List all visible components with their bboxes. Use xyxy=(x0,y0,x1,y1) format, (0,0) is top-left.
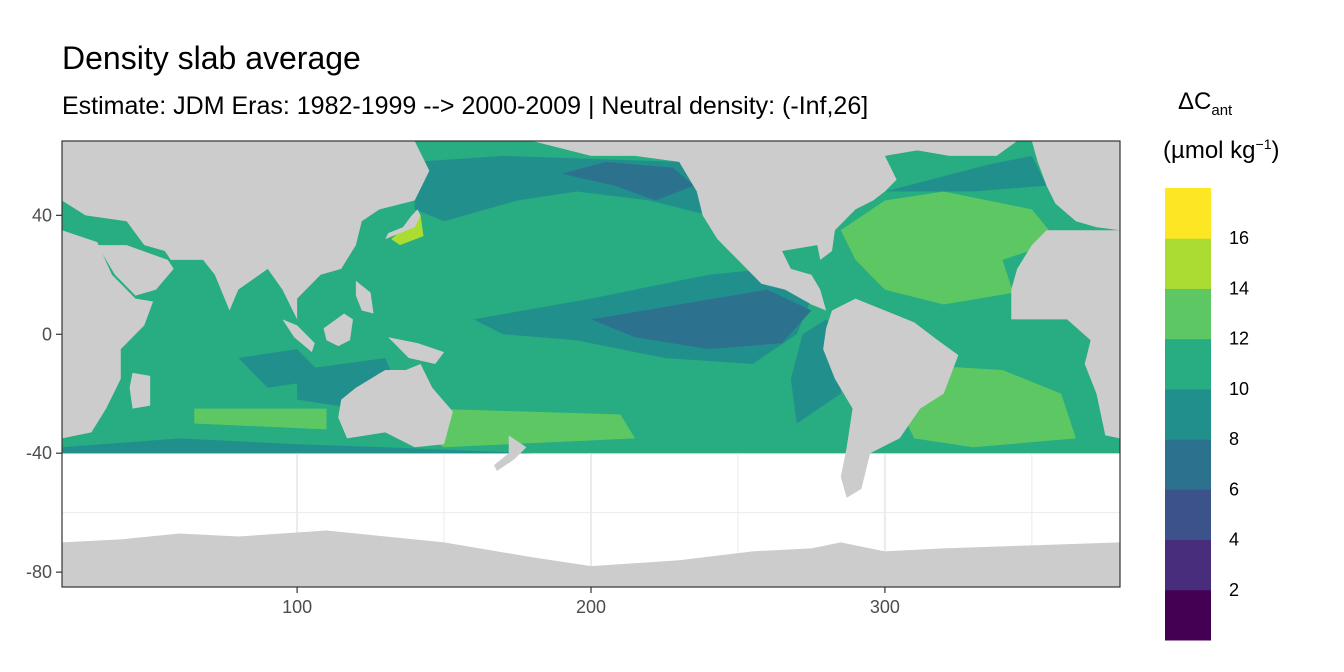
colorbar-legend: 2 4 6 8 10 12 14 16 xyxy=(1165,188,1249,641)
legend-swatch xyxy=(1165,288,1211,340)
legend-unit: (µmol kg−1) xyxy=(1163,136,1280,164)
land-greenland xyxy=(884,141,1018,156)
land-sumatra xyxy=(282,319,315,353)
land-japan xyxy=(385,209,421,240)
map-panel xyxy=(62,141,1120,587)
land-philippines xyxy=(355,280,374,314)
ocean-region-11 xyxy=(194,408,327,430)
ocean-region-14 xyxy=(62,438,1120,454)
y-tick-label: 0 xyxy=(42,324,52,344)
legend-break-label: 6 xyxy=(1229,479,1239,499)
legend-break-label: 16 xyxy=(1229,228,1249,248)
legend-swatch xyxy=(1165,539,1211,591)
legend-break-label: 14 xyxy=(1229,278,1249,298)
chart-title: Density slab average xyxy=(62,40,361,76)
ocean-region-2 xyxy=(561,161,694,201)
land-south-america xyxy=(823,298,959,498)
legend-break-label: 12 xyxy=(1229,329,1249,349)
legend-break-label: 4 xyxy=(1229,530,1239,550)
land-new-guinea xyxy=(388,337,445,364)
land-australia xyxy=(338,364,453,448)
x-tick-label: 100 xyxy=(282,597,312,617)
land-north-america xyxy=(532,141,974,311)
y-tick-label: 40 xyxy=(32,205,52,225)
legend-break-label: 8 xyxy=(1229,429,1239,449)
ocean-region-12 xyxy=(414,408,636,448)
legend-swatch xyxy=(1165,439,1211,490)
ocean-region-8 xyxy=(840,191,1062,305)
legend-swatch xyxy=(1165,388,1211,440)
ocean-region-7 xyxy=(238,349,327,388)
land-africa xyxy=(62,230,154,439)
land-mask xyxy=(62,141,1120,587)
legend-break-label: 10 xyxy=(1229,379,1249,399)
legend-break-label: 2 xyxy=(1229,580,1239,600)
legend-title: ΔCant xyxy=(1178,88,1233,119)
legend-swatch xyxy=(1165,238,1211,289)
ocean-region-4 xyxy=(591,289,812,350)
land-arabia xyxy=(97,245,174,296)
x-tick-label: 200 xyxy=(576,597,606,617)
legend-swatch xyxy=(1165,338,1211,390)
land-madagascar xyxy=(129,372,151,409)
chart-subtitle: Estimate: JDM Eras: 1982-1999 --> 2000-2… xyxy=(62,92,869,120)
ocean-region-13 xyxy=(884,155,1047,192)
land-antarctica xyxy=(62,530,1120,587)
legend-swatch xyxy=(1165,589,1211,641)
y-tick-label: -80 xyxy=(26,562,52,582)
land-europe-west xyxy=(1031,141,1120,231)
land-africa-west xyxy=(1011,230,1120,439)
legend-swatch xyxy=(1165,188,1211,239)
land-new-zealand xyxy=(494,435,527,472)
legend-swatch xyxy=(1165,489,1211,541)
land-eurasia xyxy=(62,141,430,320)
land-borneo xyxy=(323,313,353,347)
x-tick-label: 300 xyxy=(870,597,900,617)
y-tick-label: -40 xyxy=(26,443,52,463)
